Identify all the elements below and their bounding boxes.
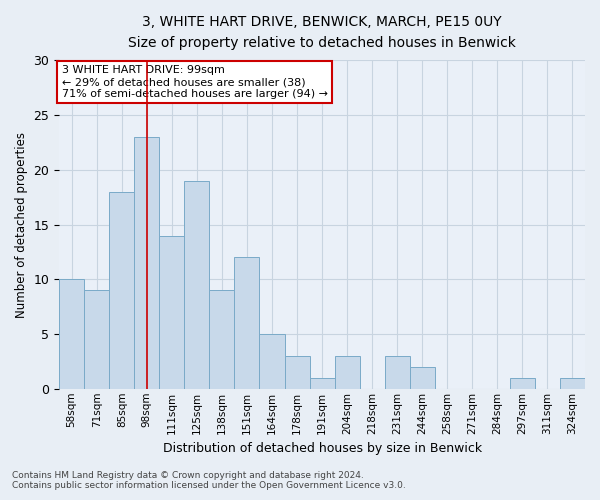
Text: 3 WHITE HART DRIVE: 99sqm
← 29% of detached houses are smaller (38)
71% of semi-: 3 WHITE HART DRIVE: 99sqm ← 29% of detac… xyxy=(62,66,328,98)
Bar xyxy=(59,280,84,389)
Text: Contains HM Land Registry data © Crown copyright and database right 2024.
Contai: Contains HM Land Registry data © Crown c… xyxy=(12,470,406,490)
Bar xyxy=(510,378,535,389)
Title: 3, WHITE HART DRIVE, BENWICK, MARCH, PE15 0UY
Size of property relative to detac: 3, WHITE HART DRIVE, BENWICK, MARCH, PE1… xyxy=(128,15,516,50)
Bar xyxy=(335,356,359,389)
Y-axis label: Number of detached properties: Number of detached properties xyxy=(15,132,28,318)
Bar xyxy=(209,290,235,389)
Bar xyxy=(410,367,435,389)
Bar xyxy=(385,356,410,389)
Bar xyxy=(184,181,209,389)
Bar xyxy=(259,334,284,389)
Bar xyxy=(560,378,585,389)
Bar xyxy=(310,378,335,389)
Bar xyxy=(160,236,184,389)
Bar xyxy=(235,258,259,389)
X-axis label: Distribution of detached houses by size in Benwick: Distribution of detached houses by size … xyxy=(163,442,482,455)
Bar xyxy=(84,290,109,389)
Bar xyxy=(109,192,134,389)
Bar xyxy=(284,356,310,389)
Bar xyxy=(134,137,160,389)
